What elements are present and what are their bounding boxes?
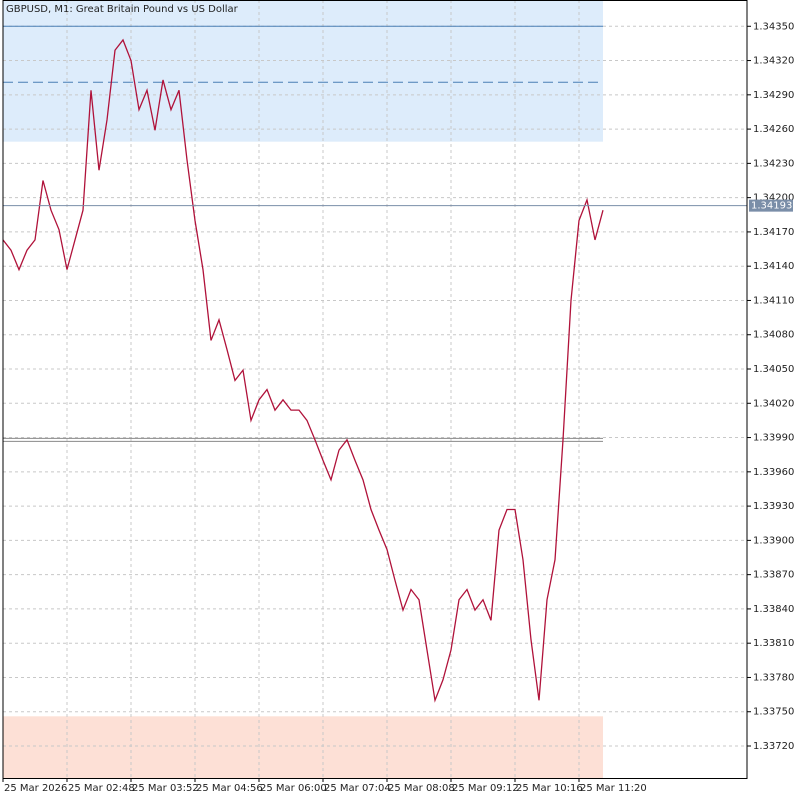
x-tick-label: 25 Mar 11:20 xyxy=(580,783,647,794)
y-tick-label: 1.33780 xyxy=(753,672,794,683)
y-tick-label: 1.33720 xyxy=(753,741,794,752)
y-tick-label: 1.33810 xyxy=(753,638,794,649)
price-line xyxy=(2,38,604,703)
y-tick-label: 1.34110 xyxy=(753,295,794,306)
y-tick-label: 1.33750 xyxy=(753,707,794,718)
y-tick-label: 1.33840 xyxy=(753,604,794,615)
plot-frame xyxy=(2,0,748,779)
zone xyxy=(3,716,603,778)
x-tick-label: 25 Mar 07:04 xyxy=(324,783,391,794)
x-tick-label: 25 Mar 10:16 xyxy=(516,783,583,794)
y-tick-label: 1.34230 xyxy=(753,158,794,169)
y-tick-label: 1.33930 xyxy=(753,501,794,512)
current-price-label: 1.34193 xyxy=(751,201,792,212)
current-price-box xyxy=(749,199,793,212)
y-tick-label: 1.33870 xyxy=(753,570,794,581)
y-tick-label: 1.34200 xyxy=(753,193,794,204)
y-tick-label: 1.34260 xyxy=(753,124,794,135)
y-tick-label: 1.34320 xyxy=(753,56,794,67)
x-tick-label: 25 Mar 08:08 xyxy=(388,783,455,794)
y-tick-label: 1.33990 xyxy=(753,433,794,444)
x-tick-label: 25 Mar 03:52 xyxy=(132,783,199,794)
y-tick-label: 1.33960 xyxy=(753,467,794,478)
chart-title: GBPUSD, M1: Great Britain Pound vs US Do… xyxy=(6,4,239,15)
zone xyxy=(3,0,603,142)
x-tick-label: 25 Mar 2026 xyxy=(4,783,67,794)
y-tick-label: 1.34080 xyxy=(753,330,794,341)
x-tick-label: 25 Mar 09:12 xyxy=(452,783,519,794)
y-tick-label: 1.34350 xyxy=(753,21,794,32)
x-tick-label: 25 Mar 02:48 xyxy=(68,783,135,794)
x-tick-label: 25 Mar 06:00 xyxy=(260,783,327,794)
y-tick-label: 1.34170 xyxy=(753,227,794,238)
y-tick-label: 1.34020 xyxy=(753,398,794,409)
y-tick-label: 1.34290 xyxy=(753,90,794,101)
y-tick-label: 1.34140 xyxy=(753,261,794,272)
y-tick-label: 1.34050 xyxy=(753,364,794,375)
x-tick-label: 25 Mar 04:56 xyxy=(196,783,263,794)
y-tick-label: 1.33900 xyxy=(753,535,794,546)
